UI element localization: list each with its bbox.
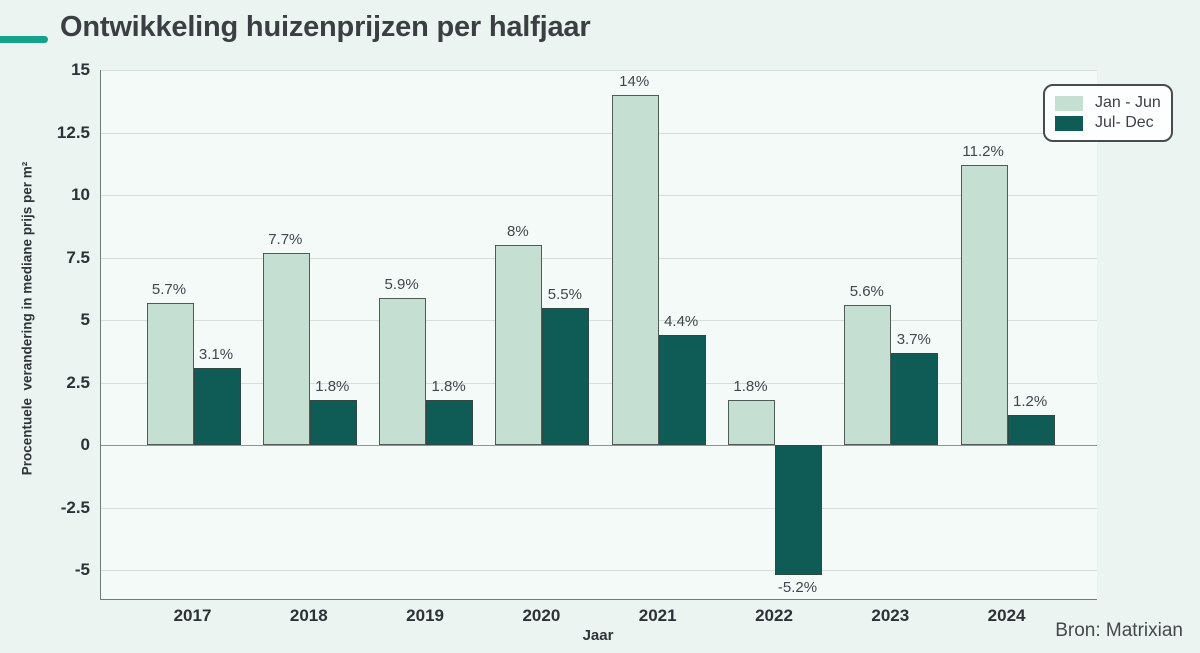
bar-value-label: 1.8%: [733, 378, 768, 395]
x-tick-label: 2023: [871, 606, 910, 625]
x-tick-label: 2019: [406, 606, 444, 625]
bar-2022-jul-dec: [775, 445, 822, 575]
x-axis-title: Jaar: [582, 627, 614, 644]
bar-value-label: 1.2%: [1012, 393, 1048, 410]
gridline: [101, 257, 1097, 259]
bar-2019-jan-jun: [379, 297, 427, 445]
bar-2021-jul-dec: [658, 335, 706, 445]
y-tick-label: 2.5: [66, 372, 90, 392]
bar-value-label: 3.1%: [198, 345, 234, 363]
gridline: [101, 570, 1097, 571]
gridline: [101, 70, 1097, 71]
y-tick-label: -2.5: [60, 497, 90, 517]
source-credit: Bron: Matrixian: [1055, 620, 1183, 641]
bar-value-label: 5.5%: [547, 285, 582, 303]
bar-2018-jan-jun: [262, 252, 310, 445]
gridline: [101, 382, 1097, 384]
bar-value-label: 4.4%: [664, 313, 699, 330]
bar-2022-jan-jun: [728, 400, 775, 445]
legend-swatch-jul-dec: [1055, 115, 1083, 131]
bar-2023-jan-jun: [844, 305, 892, 445]
x-tick-label: 2017: [173, 606, 212, 625]
y-tick-label: 15: [71, 60, 90, 79]
bar-2024-jan-jun: [960, 165, 1008, 445]
bar-2023-jul-dec: [891, 352, 939, 445]
bar-value-label: 14%: [619, 73, 650, 90]
bar-2024-jul-dec: [1007, 415, 1055, 445]
bar-2020-jan-jun: [495, 245, 543, 445]
gridline: [101, 507, 1097, 509]
bar-value-label: -5.2%: [777, 579, 818, 596]
legend-item-jan-jun: Jan - Jun: [1055, 93, 1171, 113]
x-tick-label: 2022: [755, 606, 793, 625]
bar-value-label: 8%: [507, 223, 529, 240]
chart-title: Ontwikkeling huizenprijzen per halfjaar: [60, 11, 591, 43]
gridline: [101, 320, 1097, 321]
bar-2017-jan-jun: [146, 302, 194, 445]
x-tick-label: 2021: [638, 606, 677, 625]
bar-value-label: 3.7%: [896, 330, 931, 348]
legend-swatch-jan-jun: [1055, 95, 1083, 111]
legend-label: Jan - Jun: [1095, 94, 1161, 111]
x-tick-label: 2018: [289, 606, 328, 625]
y-tick-label: 12.5: [56, 122, 90, 142]
plot-area: [100, 70, 1097, 600]
bar-2020-jul-dec: [542, 307, 590, 445]
y-tick-label: 0: [80, 435, 90, 454]
bar-value-label: 5.9%: [384, 275, 419, 293]
y-tick-label: -5: [74, 560, 90, 579]
bar-value-label: 5.6%: [849, 283, 884, 300]
y-tick-label: 5: [80, 310, 90, 329]
bar-2019-jul-dec: [426, 400, 474, 445]
zero-line: [101, 445, 1097, 446]
y-tick-label: 10: [71, 185, 90, 204]
title-accent-dash: [0, 36, 48, 43]
bar-2018-jul-dec: [309, 400, 357, 445]
bar-value-label: 1.8%: [431, 378, 466, 395]
gridline: [101, 132, 1097, 134]
gridline: [101, 195, 1097, 196]
y-tick-label: 7.5: [66, 247, 90, 267]
bar-value-label: 5.7%: [151, 280, 187, 298]
bar-2017-jul-dec: [193, 367, 241, 445]
bar-value-label: 11.2%: [962, 143, 1004, 160]
legend-label: Jul- Dec: [1095, 114, 1154, 131]
bar-value-label: 1.8%: [315, 378, 350, 395]
bar-value-label: 7.7%: [268, 230, 303, 248]
legend-item-jul-dec: Jul- Dec: [1055, 113, 1171, 133]
x-tick-label: 2024: [987, 606, 1026, 625]
legend: Jan - Jun Jul- Dec: [1043, 84, 1173, 142]
x-tick-label: 2020: [522, 606, 561, 625]
bar-2021-jan-jun: [611, 95, 659, 445]
